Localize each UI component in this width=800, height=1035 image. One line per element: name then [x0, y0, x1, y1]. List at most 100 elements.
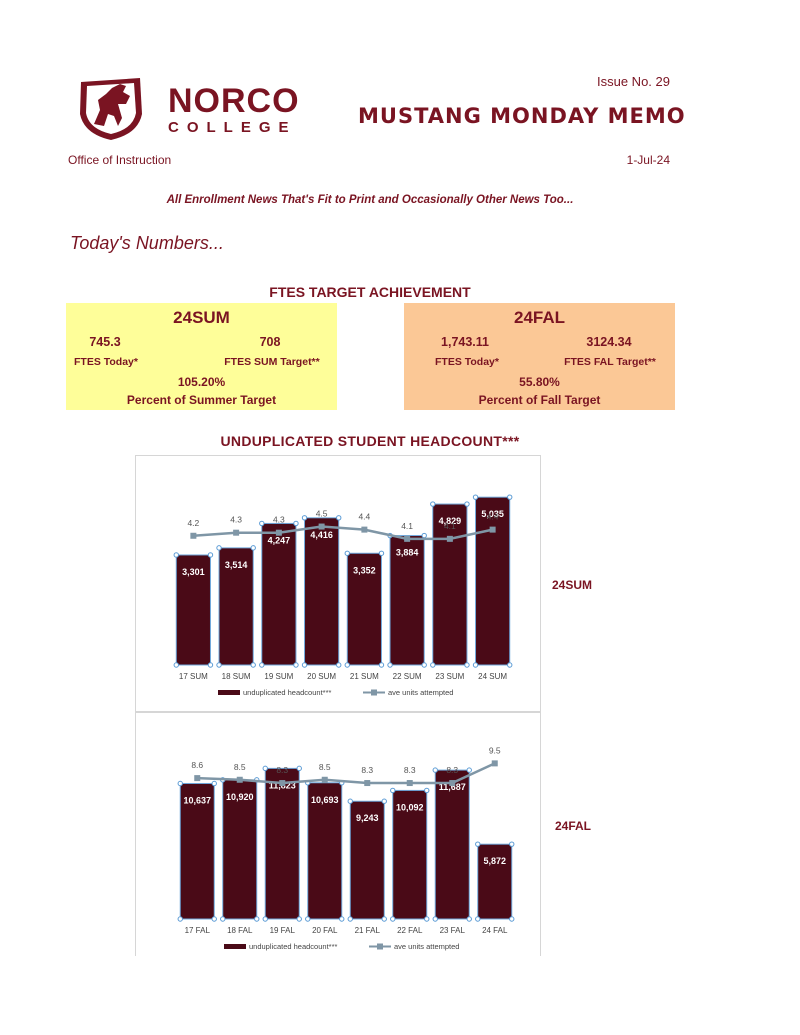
units-data-label: 4.2: [187, 518, 199, 528]
units-data-label: 9.5: [489, 745, 501, 755]
ftes-fall-panel: 24FAL 1,743.11 3124.34 FTES Today* FTES …: [404, 303, 675, 410]
headcount-bar: [175, 554, 211, 666]
bar-handle: [390, 916, 396, 922]
ftes-fall-today-label: FTES Today*: [435, 356, 499, 368]
bar-handle: [173, 662, 179, 668]
x-tick-label: 23 FAL: [440, 926, 466, 935]
x-tick-label: 17 FAL: [185, 926, 211, 935]
bar-handle: [173, 552, 179, 558]
bar-handle: [475, 916, 481, 922]
units-marker: [491, 760, 498, 767]
units-marker: [194, 775, 201, 782]
headcount-bar: [477, 843, 513, 920]
ftes-fall-percent: 55.80%: [519, 375, 560, 389]
legend-label-headcount: unduplicated headcount***: [243, 688, 331, 697]
bar-handle: [344, 662, 350, 668]
headcount-bar: [222, 779, 258, 920]
bar-handle: [339, 916, 345, 922]
x-tick-label: 24 SUM: [478, 672, 507, 681]
bar-handle: [475, 841, 481, 847]
bar-handle: [466, 767, 472, 773]
x-tick-label: 21 SUM: [350, 672, 379, 681]
headcount-bar: [307, 782, 343, 920]
legend-label-units: ave units attempted: [388, 688, 453, 697]
ftes-summer-panel: 24SUM 745.3 708 FTES Today* FTES SUM Tar…: [66, 303, 337, 410]
bar-handle: [381, 798, 387, 804]
ftes-summer-term: 24SUM: [173, 308, 230, 327]
bar-handle: [207, 552, 214, 558]
bar-handle: [211, 916, 217, 922]
x-tick-label: 18 FAL: [227, 926, 253, 935]
summer-headcount-chart-frame: 3,301 17 SUM 3,514 18 SUM 4,247 19 SUM 4,416 20…: [135, 455, 541, 712]
headcount-bar: [349, 800, 385, 920]
units-data-label: 8.5: [234, 762, 246, 772]
units-data-label: 8.3: [446, 765, 458, 775]
x-tick-label: 20 SUM: [307, 672, 336, 681]
x-tick-label: 17 SUM: [179, 672, 208, 681]
units-data-label: 4.1: [444, 521, 456, 531]
bar-handle: [336, 662, 342, 668]
units-data-label: 4.3: [273, 515, 285, 525]
units-data-label: 4.4: [487, 512, 499, 522]
units-marker: [446, 535, 453, 542]
units-data-label: 8.5: [319, 762, 331, 772]
units-marker: [406, 780, 413, 787]
x-tick-label: 19 FAL: [270, 926, 296, 935]
headcount-data-label: 5,035: [481, 509, 504, 519]
bar-handle: [378, 550, 385, 556]
bar-handle: [421, 532, 427, 539]
units-marker: [321, 776, 328, 783]
units-marker: [275, 529, 282, 536]
ftes-fall-target-label: FTES FAL Target**: [564, 356, 656, 368]
ftes-summer-percent: 105.20%: [177, 375, 226, 389]
units-line: [193, 525, 493, 541]
units-marker: [318, 523, 325, 530]
headcount-bar: [304, 517, 340, 666]
headcount-bar: [179, 782, 215, 920]
ftes-fall-today-value: 1,743.11: [441, 335, 489, 349]
units-marker: [489, 526, 496, 533]
ftes-summer-target-value: 708: [259, 335, 281, 349]
bar-handle: [509, 916, 515, 922]
bar-handle: [293, 520, 299, 527]
bar-handle: [177, 916, 183, 922]
headcount-bar: [218, 547, 254, 666]
headcount-bar: [392, 789, 428, 920]
section-heading: Today's Numbers...: [70, 233, 224, 253]
headcount-data-label: 5,872: [483, 856, 506, 866]
bar-handle: [259, 662, 265, 668]
bar-handle: [254, 916, 260, 922]
bar-handle: [432, 767, 438, 773]
x-tick-label: 24 FAL: [482, 926, 508, 935]
bar-handle: [424, 787, 430, 794]
bar-handle: [336, 515, 342, 521]
office-label: Office of Instruction: [68, 153, 172, 167]
bar-handle: [177, 780, 183, 787]
ftes-summer-percent-label: Percent of Summer Target: [126, 393, 277, 407]
legend-marker-units: [377, 943, 383, 950]
bar-handle: [466, 916, 472, 922]
bar-handle: [387, 662, 393, 668]
bar-handle: [378, 662, 385, 668]
legend-label-headcount: unduplicated headcount***: [249, 942, 337, 951]
units-marker: [361, 526, 368, 533]
units-marker: [449, 780, 456, 787]
bar-handle: [424, 916, 430, 922]
units-data-label: 4.1: [401, 521, 413, 531]
bar-handle: [301, 662, 308, 668]
ftes-fall-term: 24FAL: [513, 308, 566, 327]
summer-chart-term: 24SUM: [552, 578, 593, 592]
summer-headcount-chart: 3,301 17 SUM 3,514 18 SUM 4,247 19 SUM 4,416 20…: [173, 494, 513, 697]
x-tick-label: 18 SUM: [222, 672, 251, 681]
headcount-data-label: 3,301: [182, 567, 205, 577]
memo-date: 1-Jul-24: [626, 153, 670, 167]
headcount-data-label: 10,693: [311, 795, 339, 805]
bar-handle: [347, 798, 353, 804]
x-tick-label: 20 FAL: [312, 926, 338, 935]
bar-handle: [296, 765, 302, 772]
bar-handle: [421, 662, 427, 668]
units-data-label: 8.3: [361, 765, 373, 775]
headcount-bar: [261, 522, 297, 666]
legend-marker-units: [371, 689, 377, 696]
